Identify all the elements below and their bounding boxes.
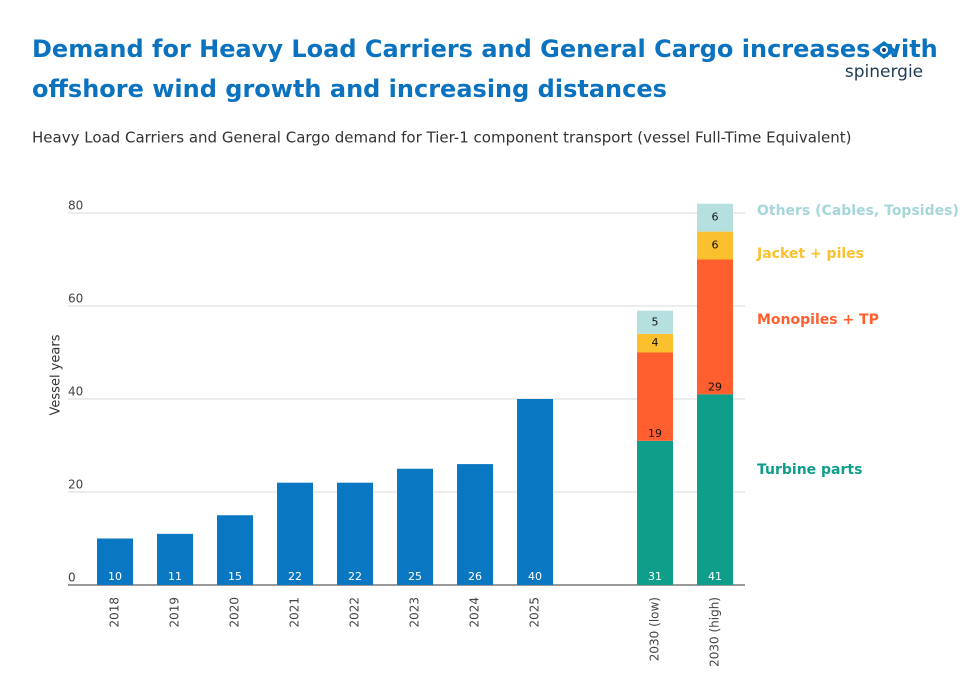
- x-tick-label: 2022: [348, 597, 362, 628]
- data-label: 6: [712, 239, 719, 252]
- chart-title: Demand for Heavy Load Carriers and Gener…: [32, 35, 938, 103]
- x-tick-label: 2023: [408, 597, 422, 628]
- data-label: 22: [288, 570, 302, 583]
- bar: [277, 482, 313, 585]
- data-label: 40: [528, 570, 542, 583]
- data-label: 41: [708, 570, 722, 583]
- data-label: 31: [648, 570, 662, 583]
- y-axis-title: Vessel years: [49, 334, 64, 415]
- bar: [97, 538, 133, 585]
- bar: [697, 231, 733, 260]
- bar: [697, 394, 733, 585]
- data-label: 6: [712, 211, 719, 224]
- y-tick-label: 80: [68, 199, 83, 213]
- data-label: 19: [648, 427, 662, 440]
- bar: [337, 482, 373, 585]
- x-tick-label: 2018: [108, 597, 122, 628]
- data-label: 10: [108, 570, 122, 583]
- legend-label: Turbine parts: [757, 462, 862, 478]
- bar: [397, 468, 433, 585]
- bar: [157, 533, 193, 585]
- data-label: 22: [348, 570, 362, 583]
- bar: [637, 310, 673, 334]
- bar: [697, 259, 733, 395]
- chart-subtitle: Heavy Load Carriers and General Cargo de…: [32, 129, 852, 147]
- bar: [457, 464, 493, 585]
- legend-label: Others (Cables, Topsides): [757, 203, 959, 219]
- y-tick-label: 20: [68, 478, 83, 492]
- legend-label: Monopiles + TP: [757, 312, 879, 328]
- x-tick-label: 2019: [168, 597, 182, 628]
- x-tick-label: 2030 (low): [648, 597, 662, 661]
- x-tick-label: 2020: [228, 597, 242, 628]
- y-tick-label: 40: [68, 385, 83, 399]
- logo-icon: [882, 48, 886, 52]
- logo: spinergie: [845, 41, 923, 82]
- data-label: 5: [652, 315, 659, 328]
- bar: [637, 440, 673, 585]
- legend-label: Jacket + piles: [756, 246, 864, 262]
- logo-text: spinergie: [845, 62, 923, 82]
- data-label: 15: [228, 570, 242, 583]
- bar: [217, 515, 253, 585]
- data-label: 11: [168, 570, 182, 583]
- x-tick-label: 2024: [468, 597, 482, 628]
- data-label: 26: [468, 570, 482, 583]
- data-label: 25: [408, 570, 422, 583]
- x-tick-label: 2025: [528, 597, 542, 628]
- bar: [637, 333, 673, 353]
- data-label: 4: [652, 336, 659, 349]
- y-tick-label: 0: [68, 571, 76, 585]
- bar: [697, 203, 733, 232]
- bar: [517, 399, 553, 585]
- x-tick-label: 2030 (high): [708, 597, 722, 667]
- data-label: 29: [708, 380, 722, 393]
- y-tick-label: 60: [68, 292, 83, 306]
- x-tick-label: 2021: [288, 597, 302, 628]
- bar: [637, 352, 673, 441]
